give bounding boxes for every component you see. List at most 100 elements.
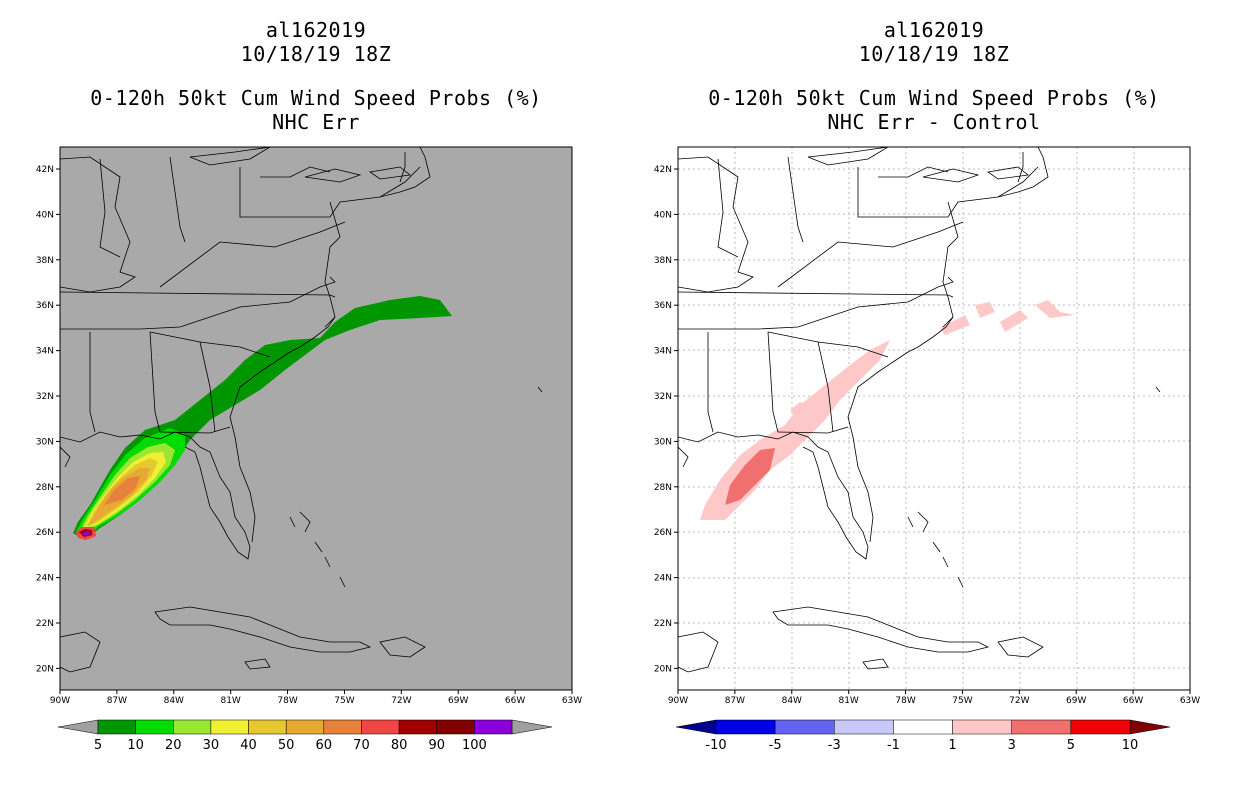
colorbar-label: -1 (887, 738, 900, 753)
left-colorbar: 5 10 20 30 40 50 60 70 80 90 100 (57, 719, 553, 753)
colorbar-label: 100 (462, 738, 487, 753)
lon-tick-label: 63W (1180, 696, 1200, 706)
right-axes: 90W 87W 84W 81W 78W 75W 72W 69W 66W 63W 42N 40N 38N 3… (654, 165, 1200, 706)
prob-60pct (104, 476, 140, 505)
panel-subtitle: NHC Err (272, 110, 360, 134)
diff-1pct-b (790, 402, 820, 425)
colorbar-label: 90 (428, 738, 445, 753)
diff-1pct-c (940, 300, 1075, 335)
lon-tick-label: 72W (1009, 696, 1029, 706)
lat-tick-label: 42N (36, 165, 54, 175)
right-panel-title: al162019 10/18/19 18Z 0-120h 50kt Cum Wi… (678, 18, 1190, 134)
lon-tick-label: 66W (1123, 696, 1143, 706)
colorbar-label: 30 (203, 738, 220, 753)
colorbar-label: -3 (828, 738, 841, 753)
lon-tick-label: 81W (838, 696, 858, 706)
lat-tick-label: 30N (36, 437, 54, 447)
lat-tick-label: 32N (36, 392, 54, 402)
colorbar-label: 80 (391, 738, 408, 753)
lat-tick-label: 38N (654, 256, 672, 266)
colorbar-label: 50 (278, 738, 295, 753)
lon-tick-label: 63W (562, 696, 582, 706)
lon-tick-label: 69W (448, 696, 468, 706)
colorbar-label: 40 (240, 738, 257, 753)
colorbar-label: 60 (316, 738, 333, 753)
colorbar-swatch (97, 719, 136, 735)
lon-tick-label: 87W (107, 696, 127, 706)
lat-tick-label: 36N (36, 301, 54, 311)
panel-subtitle: NHC Err - Control (827, 110, 1041, 134)
lat-tick-label: 34N (36, 347, 54, 357)
lon-tick-label: 90W (668, 696, 688, 706)
colorbar-label: 70 (353, 738, 370, 753)
lon-tick-label: 81W (220, 696, 240, 706)
lat-tick-label: 28N (654, 483, 672, 493)
lon-tick-label: 69W (1066, 696, 1086, 706)
lat-tick-label: 28N (36, 483, 54, 493)
lat-tick-label: 34N (654, 347, 672, 357)
left-panel-title: al162019 10/18/19 18Z 0-120h 50kt Cum Wi… (60, 18, 572, 134)
lon-tick-label: 84W (782, 696, 802, 706)
storm-id: al162019 (265, 18, 367, 42)
lon-tick-label: 75W (952, 696, 972, 706)
colorbar-label: 20 (165, 738, 182, 753)
colorbar-low-end (675, 719, 717, 735)
lat-tick-label: 30N (654, 437, 672, 447)
left-axes: 90W 87W 84W 81W 78W 75W 72W 69W 66W 63W 42N 40N 38N 3… (36, 165, 582, 706)
lon-tick-label: 84W (164, 696, 184, 706)
lat-tick-label: 42N (654, 165, 672, 175)
lon-tick-label: 78W (277, 696, 297, 706)
colorbar-swatch (210, 719, 249, 735)
colorbar-label: -10 (705, 738, 726, 753)
lat-tick-label: 22N (654, 619, 672, 629)
colorbar-swatch (436, 719, 475, 735)
colorbar-swatch (952, 719, 1012, 735)
lat-tick-label: 40N (36, 210, 54, 220)
lat-tick-label: 22N (36, 619, 54, 629)
colorbar-swatch (1011, 719, 1072, 735)
colorbar-low-end (57, 719, 99, 735)
colorbar-swatch (1070, 719, 1131, 735)
colorbar-label: 1 (948, 738, 956, 753)
lat-tick-label: 20N (654, 664, 672, 674)
lat-tick-label: 36N (654, 301, 672, 311)
colorbar-swatch (173, 719, 212, 735)
colorbar-swatch (715, 719, 776, 735)
colorbar-label: 10 (127, 738, 144, 753)
lon-tick-label: 72W (391, 696, 411, 706)
colorbar-label: 10 (1122, 738, 1139, 753)
left-map-background (59, 146, 573, 691)
colorbar-label: 5 (94, 738, 102, 753)
colorbar-label: 3 (1008, 738, 1016, 753)
colorbar-label: 5 (1067, 738, 1075, 753)
right-colorbar: -10 -5 -3 -1 1 3 5 10 (675, 719, 1171, 753)
lat-tick-label: 38N (36, 256, 54, 266)
lat-tick-label: 24N (36, 574, 54, 584)
lat-tick-label: 20N (36, 664, 54, 674)
lon-tick-label: 87W (725, 696, 745, 706)
colorbar-swatch (285, 719, 325, 735)
storm-id: al162019 (883, 18, 985, 42)
lat-tick-label: 40N (654, 210, 672, 220)
colorbar-high-end (1129, 719, 1171, 735)
product-title: 0-120h 50kt Cum Wind Speed Probs (%) (708, 86, 1160, 110)
right-map-background (677, 146, 1191, 691)
datetime: 10/18/19 18Z (240, 42, 392, 66)
right-map (677, 146, 1191, 691)
colorbar-swatch (135, 719, 174, 735)
colorbar-swatch (361, 719, 400, 735)
colorbar-swatch (248, 719, 287, 735)
lat-tick-label: 24N (654, 574, 672, 584)
lon-tick-label: 75W (334, 696, 354, 706)
colorbar-swatch (834, 719, 894, 735)
colorbar-swatch (398, 719, 437, 735)
lon-tick-label: 78W (895, 696, 915, 706)
lon-tick-label: 90W (50, 696, 70, 706)
diff-3pct (725, 448, 775, 505)
lat-tick-label: 32N (654, 392, 672, 402)
colorbar-swatch (474, 719, 513, 735)
lat-tick-label: 26N (36, 528, 54, 538)
colorbar-swatch (774, 719, 835, 735)
lat-tick-label: 26N (654, 528, 672, 538)
